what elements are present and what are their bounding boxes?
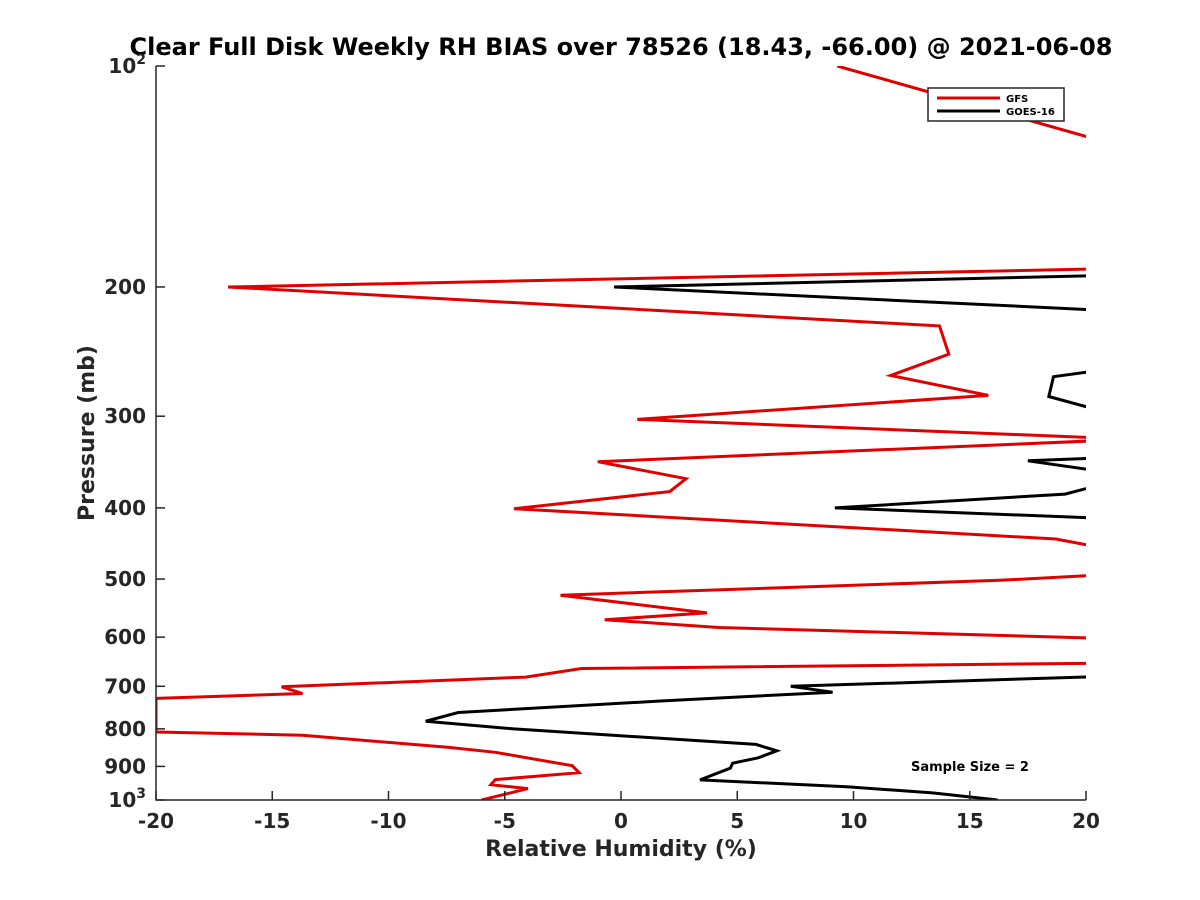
legend-label: GOES-16 — [1006, 107, 1055, 118]
plot-area — [155, 66, 1086, 801]
x-tick-label: -10 — [370, 809, 406, 833]
y-tick-label: 900 — [104, 754, 146, 778]
x-tick-label: -5 — [494, 809, 516, 833]
y-tick-label: 102 — [108, 52, 146, 78]
sample-size-annotation: Sample Size = 2 — [911, 760, 1029, 775]
y-tick-label: 600 — [104, 625, 146, 649]
y-tick-label: 400 — [104, 496, 146, 520]
x-tick-label: -15 — [254, 809, 290, 833]
x-tick-label: 20 — [1072, 809, 1100, 833]
y-tick-label: 700 — [104, 674, 146, 698]
legend-box — [927, 87, 1065, 122]
y-tick-label: 300 — [104, 404, 146, 428]
chart-title: Clear Full Disk Weekly RH BIAS over 7852… — [130, 33, 1113, 61]
series-line-goes-16 — [425, 274, 1086, 800]
x-tick-label: 0 — [614, 809, 628, 833]
y-tick-label: 200 — [104, 275, 146, 299]
x-tick-label: 5 — [730, 809, 744, 833]
y-axis: 102 200 300 400 500 600 700 800 900 103 — [104, 52, 165, 812]
x-axis: -20 -15 -10 -5 0 5 10 15 20 — [138, 791, 1100, 833]
y-tick-label: 800 — [104, 717, 146, 741]
y-tick-label: 103 — [108, 786, 146, 812]
legend: GFS GOES-16 — [927, 87, 1065, 122]
y-axis-label: Pressure (mb) — [75, 345, 100, 521]
x-tick-label: 15 — [956, 809, 984, 833]
x-tick-label: -20 — [138, 809, 174, 833]
series-line-gfs — [156, 66, 1086, 800]
y-tick-label: 500 — [104, 567, 146, 591]
x-tick-label: 10 — [840, 809, 868, 833]
x-axis-label: Relative Humidity (%) — [485, 837, 757, 862]
legend-label: GFS — [1006, 94, 1028, 105]
